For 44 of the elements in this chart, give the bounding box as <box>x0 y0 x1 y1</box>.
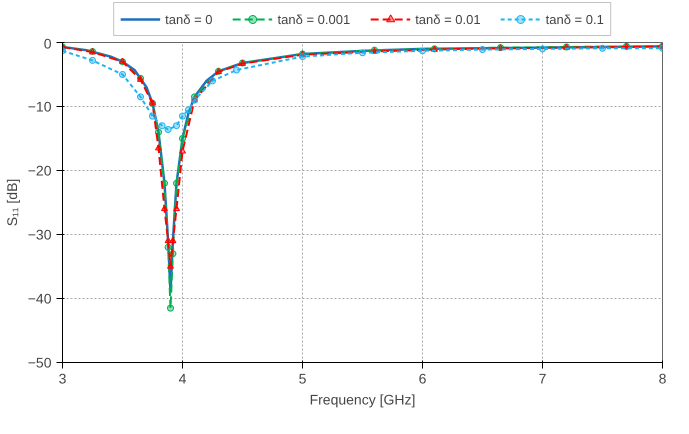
point <box>158 122 166 130</box>
point <box>161 204 168 212</box>
x-tick-label: 3 <box>58 370 67 386</box>
point <box>179 147 186 154</box>
point <box>167 304 174 312</box>
point <box>169 236 176 244</box>
point <box>299 53 306 60</box>
point <box>599 44 606 52</box>
point <box>179 112 186 120</box>
y-tick-label: −10 <box>28 98 52 114</box>
point <box>173 204 180 212</box>
legend-label: tanδ = 0.1 <box>546 12 604 26</box>
point <box>185 106 192 114</box>
y-tick-label: 0 <box>44 36 52 52</box>
point <box>539 45 546 52</box>
legend-label: tanδ = 0 <box>165 12 213 26</box>
point <box>137 93 144 100</box>
point <box>209 77 216 84</box>
x-axis-title: Frequency [GHz] <box>310 392 416 408</box>
y-tick-label: −40 <box>28 290 52 306</box>
point <box>89 56 96 64</box>
x-tick-label: 7 <box>538 370 547 386</box>
x-tick-label: 6 <box>418 370 427 386</box>
y-axis-title: S₁₁ [dB] <box>4 178 20 226</box>
point <box>119 71 126 78</box>
point <box>155 128 162 136</box>
point <box>173 122 180 130</box>
x-tick-label: 4 <box>178 370 187 386</box>
y-tick-label: −50 <box>28 354 52 370</box>
point <box>419 47 426 54</box>
point <box>479 46 486 54</box>
point <box>155 144 162 150</box>
point <box>149 112 156 120</box>
point <box>359 49 366 56</box>
point <box>179 135 186 142</box>
x-tick-label: 8 <box>658 370 667 386</box>
point <box>164 126 172 134</box>
y-tick-label: −30 <box>28 226 52 242</box>
x-tick-label: 5 <box>298 370 307 386</box>
point <box>167 262 174 269</box>
y-tick-label: −20 <box>28 162 52 178</box>
legend-label: tanδ = 0.01 <box>415 12 481 26</box>
point <box>233 66 240 74</box>
legend-label: tanδ = 0.001 <box>278 12 350 26</box>
